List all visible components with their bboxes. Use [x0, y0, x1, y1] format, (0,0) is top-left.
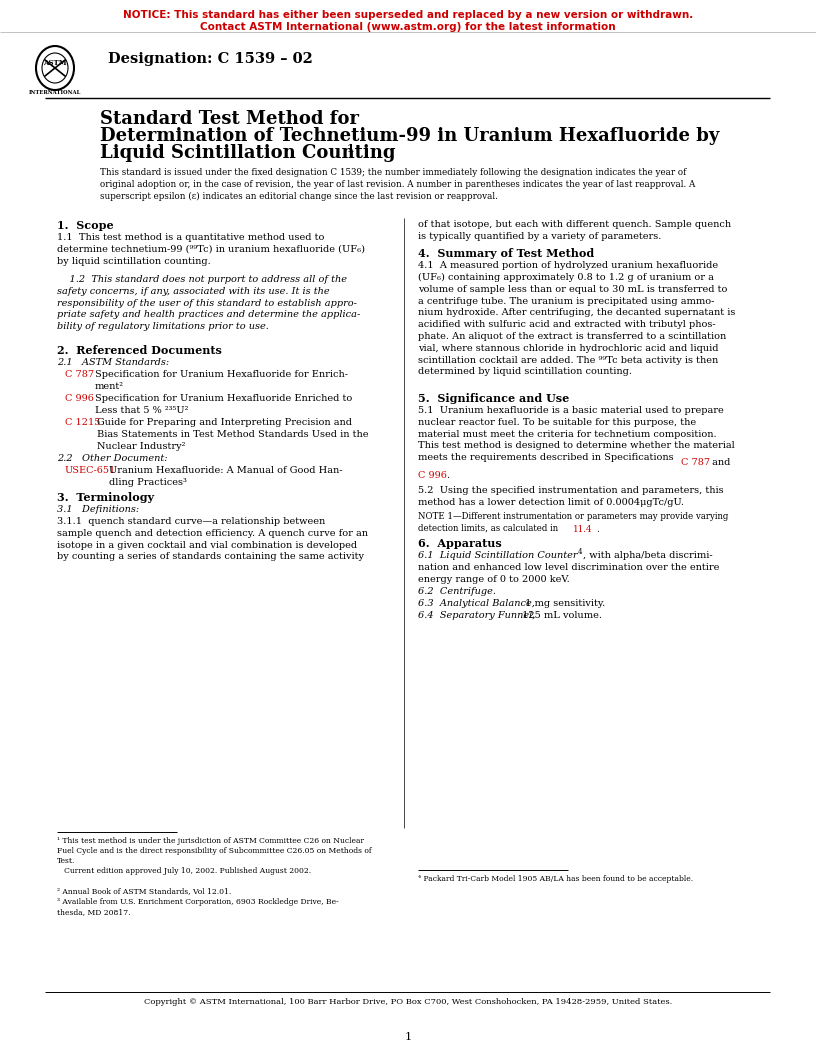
- Text: 5.  Significance and Use: 5. Significance and Use: [418, 393, 570, 404]
- Text: 4: 4: [578, 548, 583, 557]
- Text: 11.4: 11.4: [573, 525, 592, 534]
- Text: 6.2  Centrifuge.: 6.2 Centrifuge.: [418, 587, 496, 596]
- Text: C 787: C 787: [65, 370, 94, 379]
- Text: of that isotope, but each with different quench. Sample quench
is typically quan: of that isotope, but each with different…: [418, 220, 731, 241]
- Text: This standard is issued under the fixed designation C 1539; the number immediate: This standard is issued under the fixed …: [100, 168, 695, 201]
- Text: Liquid Scintillation Counting: Liquid Scintillation Counting: [100, 144, 396, 162]
- Text: Designation: C 1539 – 02: Designation: C 1539 – 02: [108, 52, 313, 65]
- Text: .: .: [596, 525, 599, 534]
- Text: Guide for Preparing and Interpreting Precision and
Bias Statements in Test Metho: Guide for Preparing and Interpreting Pre…: [97, 418, 369, 451]
- Text: ⁴ Packard Tri-Carb Model 1905 AB/LA has been found to be acceptable.: ⁴ Packard Tri-Carb Model 1905 AB/LA has …: [418, 875, 693, 883]
- Text: .: .: [446, 471, 449, 480]
- Text: 6.  Apparatus: 6. Apparatus: [418, 538, 502, 549]
- Text: 2.  Referenced Documents: 2. Referenced Documents: [57, 345, 222, 356]
- Text: 125 mL volume.: 125 mL volume.: [519, 611, 602, 620]
- Text: 3.1   Definitions:: 3.1 Definitions:: [57, 505, 139, 514]
- Text: , with alpha/beta discrimi-: , with alpha/beta discrimi-: [583, 551, 712, 560]
- Text: Specification for Uranium Hexafluoride Enriched to
Less that 5 % ²³⁵U²: Specification for Uranium Hexafluoride E…: [95, 394, 353, 415]
- Text: 1: 1: [347, 143, 355, 154]
- Text: NOTICE: This standard has either been superseded and replaced by a new version o: NOTICE: This standard has either been su…: [123, 10, 693, 20]
- Text: 2.2   Other Document:: 2.2 Other Document:: [57, 454, 167, 463]
- Text: 1: 1: [405, 1032, 411, 1042]
- Text: 2.1   ASTM Standards:: 2.1 ASTM Standards:: [57, 358, 169, 367]
- Text: C 996: C 996: [418, 471, 447, 480]
- Text: ³ Available from U.S. Enrichment Corporation, 6903 Rockledge Drive, Be-
thesda, : ³ Available from U.S. Enrichment Corpora…: [57, 898, 339, 917]
- Text: 1.  Scope: 1. Scope: [57, 220, 113, 231]
- Text: Contact ASTM International (www.astm.org) for the latest information: Contact ASTM International (www.astm.org…: [200, 22, 616, 32]
- Text: ¹ This test method is under the jurisdiction of ASTM Committee C26 on Nuclear
Fu: ¹ This test method is under the jurisdic…: [57, 837, 371, 875]
- Text: C 996: C 996: [65, 394, 94, 403]
- Text: and: and: [709, 458, 730, 467]
- Text: C 1215: C 1215: [65, 418, 100, 427]
- Text: NOTE 1—Different instrumentation or parameters may provide varying
detection lim: NOTE 1—Different instrumentation or para…: [418, 512, 729, 533]
- Text: USEC-651: USEC-651: [65, 466, 116, 475]
- Text: 5.2  Using the specified instrumentation and parameters, this
method has a lower: 5.2 Using the specified instrumentation …: [418, 486, 724, 507]
- Text: 4.  Summary of Test Method: 4. Summary of Test Method: [418, 248, 594, 259]
- Text: nation and enhanced low level discrimination over the entire
energy range of 0 t: nation and enhanced low level discrimina…: [418, 563, 720, 584]
- Text: ² Annual Book of ASTM Standards, Vol 12.01.: ² Annual Book of ASTM Standards, Vol 12.…: [57, 887, 231, 895]
- Text: 6.3  Analytical Balance,: 6.3 Analytical Balance,: [418, 599, 534, 608]
- Text: Determination of Technetium-99 in Uranium Hexafluoride by: Determination of Technetium-99 in Uraniu…: [100, 127, 720, 145]
- Text: 1.2  This standard does not purport to address all of the
safety concerns, if an: 1.2 This standard does not purport to ad…: [57, 275, 360, 332]
- Text: 3.  Terminology: 3. Terminology: [57, 492, 154, 503]
- Text: 6.1  Liquid Scintillation Counter: 6.1 Liquid Scintillation Counter: [418, 551, 578, 560]
- Text: 5.1  Uranium hexafluoride is a basic material used to prepare
nuclear reactor fu: 5.1 Uranium hexafluoride is a basic mate…: [418, 406, 734, 463]
- Text: 1 mg sensitivity.: 1 mg sensitivity.: [522, 599, 605, 608]
- Text: Copyright © ASTM International, 100 Barr Harbor Drive, PO Box C700, West Conshoh: Copyright © ASTM International, 100 Barr…: [144, 998, 672, 1006]
- Text: ASTM: ASTM: [43, 59, 67, 67]
- Text: Specification for Uranium Hexafluoride for Enrich-
ment²: Specification for Uranium Hexafluoride f…: [95, 370, 348, 391]
- Text: 6.4  Separatory Funnel,: 6.4 Separatory Funnel,: [418, 611, 535, 620]
- Text: INTERNATIONAL: INTERNATIONAL: [29, 90, 81, 95]
- Text: 1.1  This test method is a quantitative method used to
determine technetium-99 (: 1.1 This test method is a quantitative m…: [57, 233, 365, 266]
- Text: Standard Test Method for: Standard Test Method for: [100, 110, 359, 128]
- Text: 4.1  A measured portion of hydrolyzed uranium hexafluoride
(UF₆) containing appr: 4.1 A measured portion of hydrolyzed ura…: [418, 261, 735, 376]
- Text: Uranium Hexafluoride: A Manual of Good Han-
dling Practices³: Uranium Hexafluoride: A Manual of Good H…: [109, 466, 343, 487]
- Text: 3.1.1  quench standard curve—a relationship between
sample quench and detection : 3.1.1 quench standard curve—a relationsh…: [57, 517, 368, 562]
- Text: C 787: C 787: [681, 458, 710, 467]
